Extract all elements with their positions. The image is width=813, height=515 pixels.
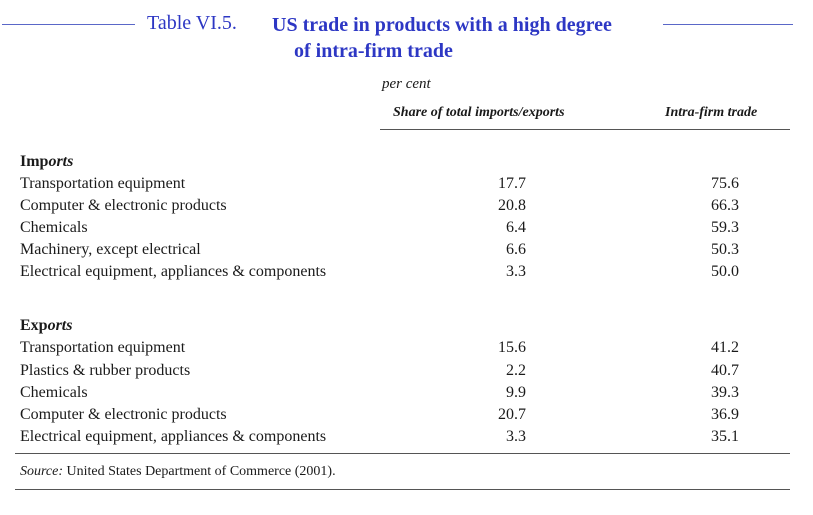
row-intra-value: 75.6 (711, 175, 739, 192)
row-label: Electrical equipment, appliances & compo… (20, 428, 327, 445)
row-label: Electrical equipment, appliances & compo… (20, 263, 327, 280)
table-row: Plastics & rubber products 2.2 40.7 (0, 362, 813, 384)
row-intra-value: 39.3 (711, 384, 739, 401)
row-label: Machinery, except electrical (20, 241, 201, 258)
row-label: Plastics & rubber products (20, 362, 191, 379)
section-title-imports-suffix: orts (48, 153, 74, 170)
table-row: Electrical equipment, appliances & compo… (0, 428, 813, 450)
section-title-exports: Exports (20, 317, 72, 335)
row-intra-value: 59.3 (711, 219, 739, 236)
table-title: US trade in products with a high degree … (272, 12, 667, 64)
table-title-line-2: of intra-firm trade (294, 40, 453, 62)
table-row: Computer & electronic products 20.7 36.9 (0, 406, 813, 428)
column-header-intra-firm: Intra-firm trade (665, 105, 758, 120)
row-intra-value: 40.7 (711, 362, 739, 379)
section-title-exports-prefix: Exp (20, 317, 48, 334)
column-header-share: Share of total imports/exports (393, 105, 565, 120)
source-label: Source: (20, 464, 64, 479)
row-share-value: 3.3 (506, 428, 526, 445)
row-label: Chemicals (20, 384, 88, 401)
row-intra-value: 50.3 (711, 241, 739, 258)
row-share-value: 6.6 (506, 241, 526, 258)
row-label: Transportation equipment (20, 339, 186, 356)
table-row: Transportation equipment 17.7 75.6 (0, 175, 813, 197)
title-rule-right (663, 24, 793, 25)
section-title-exports-suffix: orts (47, 317, 73, 334)
section-title-imports: Imports (20, 153, 73, 171)
table-bottom-rule (15, 453, 790, 454)
row-intra-value: 35.1 (711, 428, 739, 445)
section-title-imports-prefix: Imp (20, 153, 49, 170)
table-row: Computer & electronic products 20.8 66.3 (0, 197, 813, 219)
table-row: Chemicals 6.4 59.3 (0, 219, 813, 241)
unit-label: per cent (382, 76, 431, 92)
row-label: Chemicals (20, 219, 88, 236)
row-label: Computer & electronic products (20, 406, 227, 423)
row-share-value: 9.9 (506, 384, 526, 401)
row-share-value: 20.8 (498, 197, 526, 214)
row-share-value: 20.7 (498, 406, 526, 423)
row-share-value: 6.4 (506, 219, 526, 236)
row-intra-value: 50.0 (711, 263, 739, 280)
header-rule (380, 129, 790, 130)
row-share-value: 3.3 (506, 263, 526, 280)
row-intra-value: 36.9 (711, 406, 739, 423)
table-row: Electrical equipment, appliances & compo… (0, 263, 813, 285)
table-row: Transportation equipment 15.6 41.2 (0, 339, 813, 361)
title-rule-left (2, 24, 135, 25)
table-title-line-1: US trade in products with a high degree (272, 14, 612, 36)
row-share-value: 17.7 (498, 175, 526, 192)
table-end-rule (15, 489, 790, 490)
row-label: Transportation equipment (20, 175, 186, 192)
row-intra-value: 41.2 (711, 339, 739, 356)
row-label: Computer & electronic products (20, 197, 227, 214)
table-row: Machinery, except electrical 6.6 50.3 (0, 241, 813, 263)
source-note: Source: United States Department of Comm… (20, 464, 336, 480)
row-intra-value: 66.3 (711, 197, 739, 214)
source-text: United States Department of Commerce (20… (66, 464, 336, 479)
row-share-value: 2.2 (506, 362, 526, 379)
table-number: Table VI.5. (147, 12, 237, 34)
row-share-value: 15.6 (498, 339, 526, 356)
table-row: Chemicals 9.9 39.3 (0, 384, 813, 406)
